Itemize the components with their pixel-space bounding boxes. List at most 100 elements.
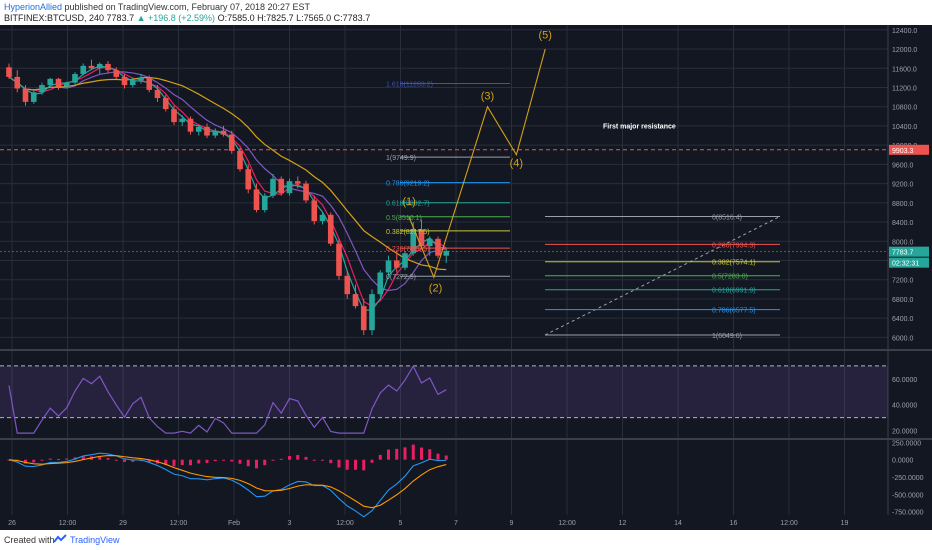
macd-histogram-bar <box>230 459 234 462</box>
macd-histogram-bar <box>279 458 283 460</box>
macd-histogram-bar <box>180 459 184 466</box>
price-tick-label: 6400.0 <box>892 316 914 323</box>
fib-left-label: 0(7272.9) <box>386 274 416 281</box>
macd-histogram-bar <box>65 458 69 460</box>
candle-body <box>228 134 235 151</box>
tradingview-brand[interactable]: TradingView <box>70 535 120 545</box>
candle-body <box>39 85 45 93</box>
candle-body <box>319 214 326 222</box>
macd-line <box>8 452 447 518</box>
price-marker-text: 9903.3 <box>892 148 914 155</box>
price-marker <box>889 144 929 155</box>
rsi-tick-label: 60.0000 <box>892 377 917 384</box>
candle-body <box>352 294 359 307</box>
price-tick-label: 9200.0 <box>892 182 914 189</box>
wave-label: (1) <box>402 196 415 208</box>
candle-body <box>418 229 425 247</box>
candle-body <box>270 178 276 196</box>
price-tick-label: 9600.0 <box>892 162 914 169</box>
fib-right-trend <box>544 216 781 336</box>
time-tick-label: 12:00 <box>59 520 77 527</box>
symbol-name: BITFINEX:BTCUSD, 240 <box>4 13 105 23</box>
macd-histogram-bar <box>172 459 176 467</box>
macd-histogram-bar <box>238 459 242 464</box>
rsi-band <box>0 365 888 418</box>
candle-body <box>154 89 161 99</box>
last-price: 7783.7 <box>106 13 135 23</box>
footer: Created with TradingView <box>0 531 932 550</box>
price-tick-label: 6000.0 <box>892 335 914 342</box>
macd-histogram-bar <box>329 459 333 464</box>
fib-left-label: 1.618(11283.2) <box>386 81 433 88</box>
price-tick-label: 11200.0 <box>892 85 917 92</box>
author-link[interactable]: HyperionAllied <box>4 2 63 12</box>
candle-body <box>30 92 37 102</box>
time-tick-label: Feb <box>228 520 240 527</box>
candle-body <box>245 169 252 190</box>
macd-histogram-bar <box>354 459 357 470</box>
candle-body <box>55 78 62 87</box>
chart-area[interactable]: 12400.0 12000.0 11600.0 11200.0 10800.0 10400… <box>0 25 932 530</box>
time-tick-label: 16 <box>730 520 738 527</box>
macd-histogram-bar <box>387 449 390 460</box>
fib-right-label: 0(8516.4) <box>712 214 742 221</box>
candle-body <box>129 80 136 86</box>
candle-body <box>286 181 293 194</box>
candle-body <box>294 181 301 184</box>
time-tick-label: 12:00 <box>558 520 576 527</box>
macd-histogram-bar <box>24 459 27 464</box>
macd-tick-label: -750.0000 <box>892 510 924 517</box>
rsi-tick-label: 20.0000 <box>892 429 917 436</box>
candle-body <box>385 260 392 273</box>
annotation-text: First major resistance <box>603 123 676 130</box>
time-tick-label: 14 <box>674 520 682 527</box>
macd-histogram-bar <box>403 447 407 460</box>
candle-body <box>72 74 78 83</box>
macd-histogram-bar <box>378 454 382 460</box>
fib-right-label: 1(6049.6) <box>712 333 742 340</box>
candle-body <box>426 238 433 247</box>
ohlc-values: O:7585.0 H:7825.7 L:7565.0 C:7783.7 <box>217 13 371 23</box>
wave-label: (2) <box>429 283 442 295</box>
ma-slow-line <box>8 76 447 271</box>
candle-body <box>336 243 342 276</box>
symbol-line: BITFINEX:BTCUSD, 240 7783.7 ▲ +196.8 (+2… <box>4 13 370 23</box>
candle-body <box>146 77 153 90</box>
fib-right-label: 0.618(6991.9) <box>712 288 756 295</box>
candle-body <box>63 82 70 87</box>
candle-body <box>113 70 120 77</box>
fib-left-label: 0.618(8802.7) <box>386 201 430 208</box>
macd-histogram-bar <box>345 459 349 470</box>
time-tick-label: 7 <box>454 520 458 527</box>
macd-tick-label: -250.0000 <box>892 475 924 482</box>
chart-svg[interactable]: 12400.0 12000.0 11600.0 11200.0 10800.0 10400… <box>0 25 932 530</box>
price-marker-text: 02:32:31 <box>892 261 919 268</box>
price-change: ▲ +196.8 (+2.59%) <box>136 13 216 23</box>
candle-body <box>253 189 260 211</box>
macd-histogram-bar <box>362 459 366 471</box>
candle-body <box>212 130 219 136</box>
price-tick-label: 8400.0 <box>892 220 914 227</box>
price-tick-label: 11600.0 <box>892 66 917 73</box>
macd-histogram-bar <box>263 459 267 466</box>
chart-background <box>0 25 932 530</box>
price-tick-label: 7200.0 <box>892 278 914 285</box>
macd-histogram-bar <box>337 459 341 468</box>
candle-body <box>22 88 29 102</box>
macd-histogram-bar <box>222 459 225 461</box>
macd-signal-line <box>8 454 447 509</box>
macd-histogram-bar <box>114 459 118 461</box>
price-marker <box>889 257 929 268</box>
candle-body <box>187 118 194 132</box>
candle-body <box>204 126 210 136</box>
macd-histogram-bar <box>81 456 85 460</box>
macd-histogram-bar <box>312 459 316 461</box>
macd-histogram-bar <box>123 459 126 462</box>
macd-histogram-bar <box>48 458 52 460</box>
candle-body <box>261 195 268 211</box>
price-tick-label: 10400.0 <box>892 124 917 131</box>
macd-histogram-bar <box>131 459 135 462</box>
time-tick-label: 12:00 <box>170 520 188 527</box>
price-axis-background <box>888 25 932 530</box>
candle-body <box>6 67 12 77</box>
